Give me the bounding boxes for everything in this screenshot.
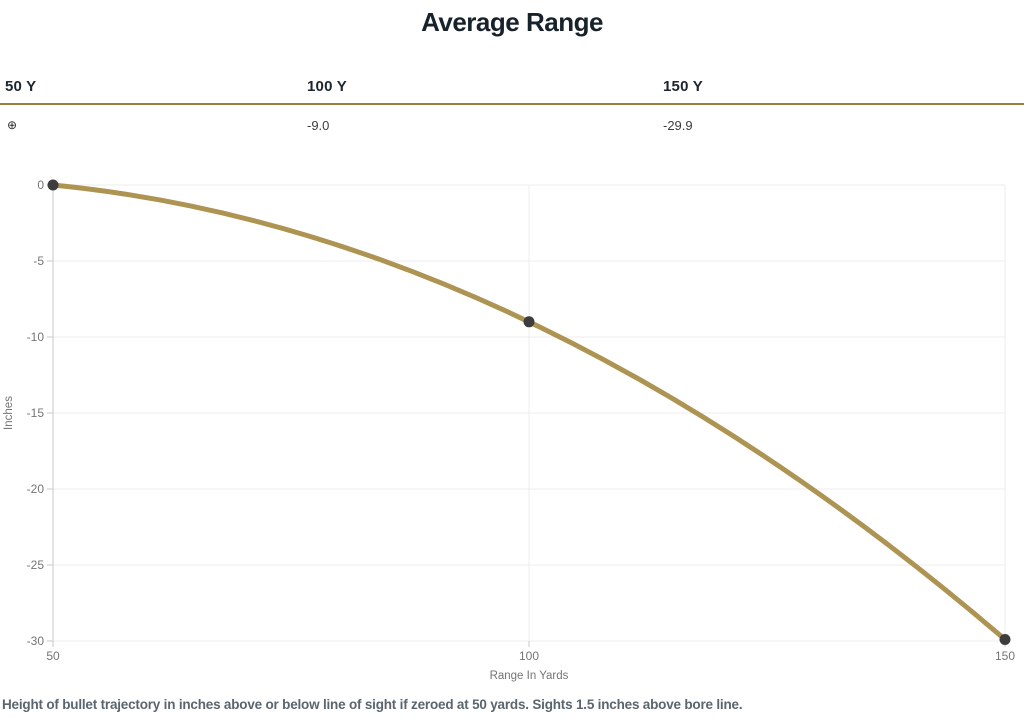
chart-footnote: Height of bullet trajectory in inches ab… xyxy=(2,697,743,712)
zero-crosshair-icon: ⊕ xyxy=(7,118,18,132)
svg-text:-10: -10 xyxy=(27,330,45,344)
svg-text:-25: -25 xyxy=(27,558,45,572)
range-header-50y: 50 Y xyxy=(5,78,37,95)
range-summary-table: 50 Y 100 Y 150 Y ⊕ -9.0 -29.9 xyxy=(0,78,1024,133)
range-header-100y: 100 Y xyxy=(307,78,347,95)
svg-text:Range In Yards: Range In Yards xyxy=(490,670,569,682)
svg-text:100: 100 xyxy=(519,649,539,663)
range-table-header-row: 50 Y 100 Y 150 Y xyxy=(0,78,1024,105)
svg-text:50: 50 xyxy=(46,649,60,663)
svg-text:-15: -15 xyxy=(27,406,45,420)
drop-value-100y: -9.0 xyxy=(307,118,330,133)
svg-text:Inches: Inches xyxy=(3,396,15,430)
svg-text:150: 150 xyxy=(995,649,1015,663)
svg-text:-20: -20 xyxy=(27,482,45,496)
svg-text:0: 0 xyxy=(37,178,44,192)
range-table-value-row: ⊕ -9.0 -29.9 xyxy=(0,118,1024,133)
range-header-150y: 150 Y xyxy=(663,78,703,95)
drop-value-150y: -29.9 xyxy=(663,118,693,133)
page-title: Average Range xyxy=(421,7,603,37)
svg-text:-5: -5 xyxy=(33,254,44,268)
svg-text:-30: -30 xyxy=(27,634,45,648)
